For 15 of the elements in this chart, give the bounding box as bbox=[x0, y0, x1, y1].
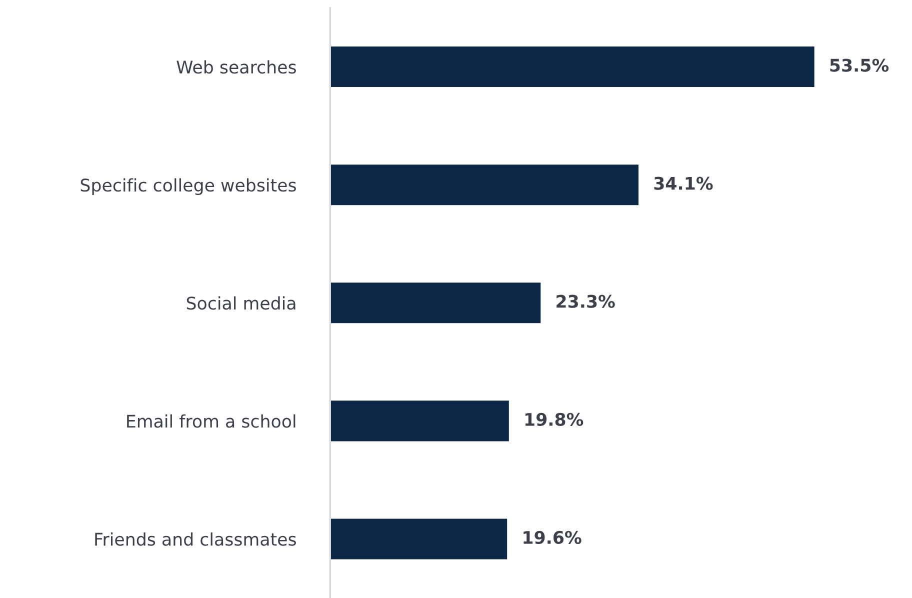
data-label: 53.5% bbox=[830, 58, 889, 72]
bar bbox=[330, 517, 508, 561]
data-label: 34.1% bbox=[654, 176, 713, 190]
bar bbox=[330, 45, 816, 88]
y-tick-label: Social media bbox=[186, 296, 296, 310]
bar bbox=[330, 281, 542, 325]
y-tick-label: Friends and classmates bbox=[95, 532, 296, 546]
data-label: 19.8% bbox=[525, 412, 584, 426]
y-tick-label: Specific college websites bbox=[80, 178, 296, 196]
bar bbox=[330, 163, 640, 206]
data-label: 19.6% bbox=[524, 530, 582, 544]
bar bbox=[330, 399, 510, 443]
data-label: 23.3% bbox=[556, 294, 615, 308]
y-tick-label: Email from a school bbox=[127, 414, 296, 428]
y-tick-label: Web searches bbox=[176, 60, 296, 74]
